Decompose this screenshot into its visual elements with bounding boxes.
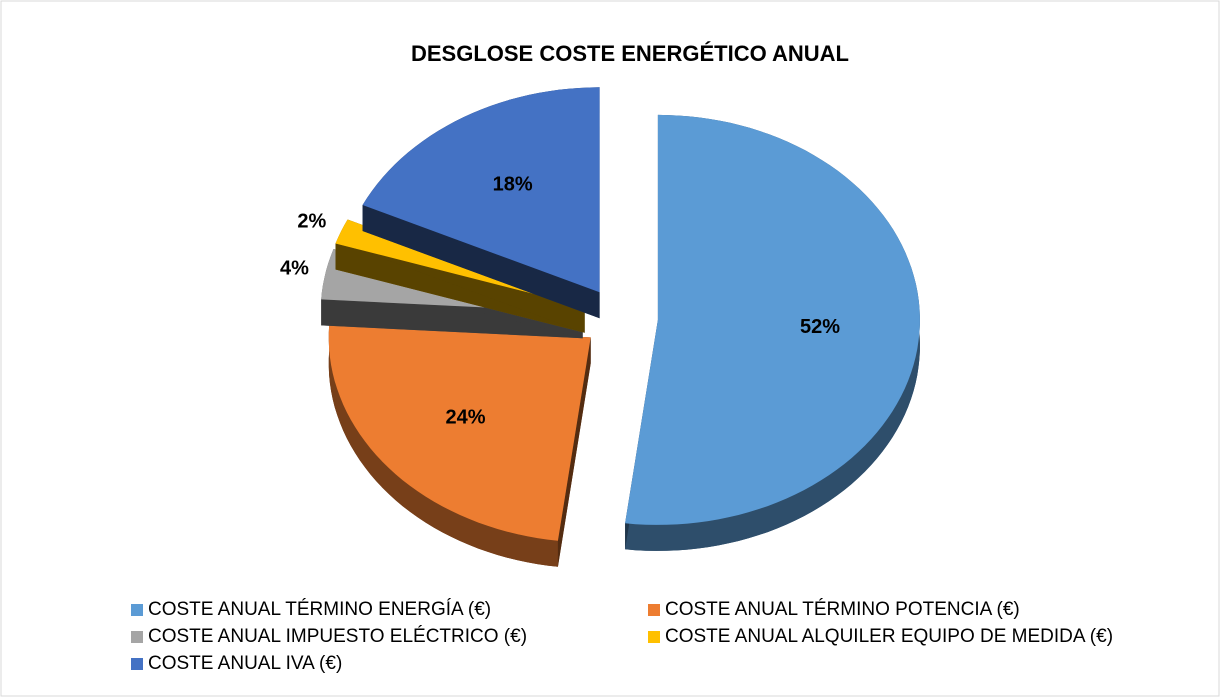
slice-group <box>625 114 920 551</box>
slice-side <box>328 324 558 567</box>
data-label: 18% <box>493 173 533 195</box>
slice <box>362 87 600 293</box>
slice-side <box>557 337 591 567</box>
data-label: 4% <box>280 258 309 280</box>
legend-label: COSTE ANUAL IVA (€) <box>148 653 342 674</box>
legend-label: COSTE ANUAL TÉRMINO POTENCIA (€) <box>665 599 1020 620</box>
data-label: 2% <box>297 211 326 233</box>
legend-label: COSTE ANUAL TÉRMINO ENERGÍA (€) <box>148 599 491 620</box>
slice-group <box>362 87 600 319</box>
slice <box>328 324 591 541</box>
slice-side <box>335 243 585 333</box>
legend-swatch <box>131 658 143 670</box>
slice-side <box>362 205 600 319</box>
legend-swatch <box>131 604 143 616</box>
chart-title: DESGLOSE COSTE ENERGÉTICO ANUAL <box>411 41 849 66</box>
slice-group <box>328 324 591 567</box>
data-label: 24% <box>446 407 486 429</box>
legend-label: COSTE ANUAL ALQUILER EQUIPO DE MEDIDA (€… <box>665 626 1113 647</box>
slice <box>625 114 920 525</box>
legend-label: COSTE ANUAL IMPUESTO ELÉCTRICO (€) <box>148 626 527 647</box>
data-label: 52% <box>800 316 840 338</box>
legend-swatch <box>131 631 143 643</box>
legend-swatch <box>648 631 660 643</box>
legend-swatch <box>648 604 660 616</box>
